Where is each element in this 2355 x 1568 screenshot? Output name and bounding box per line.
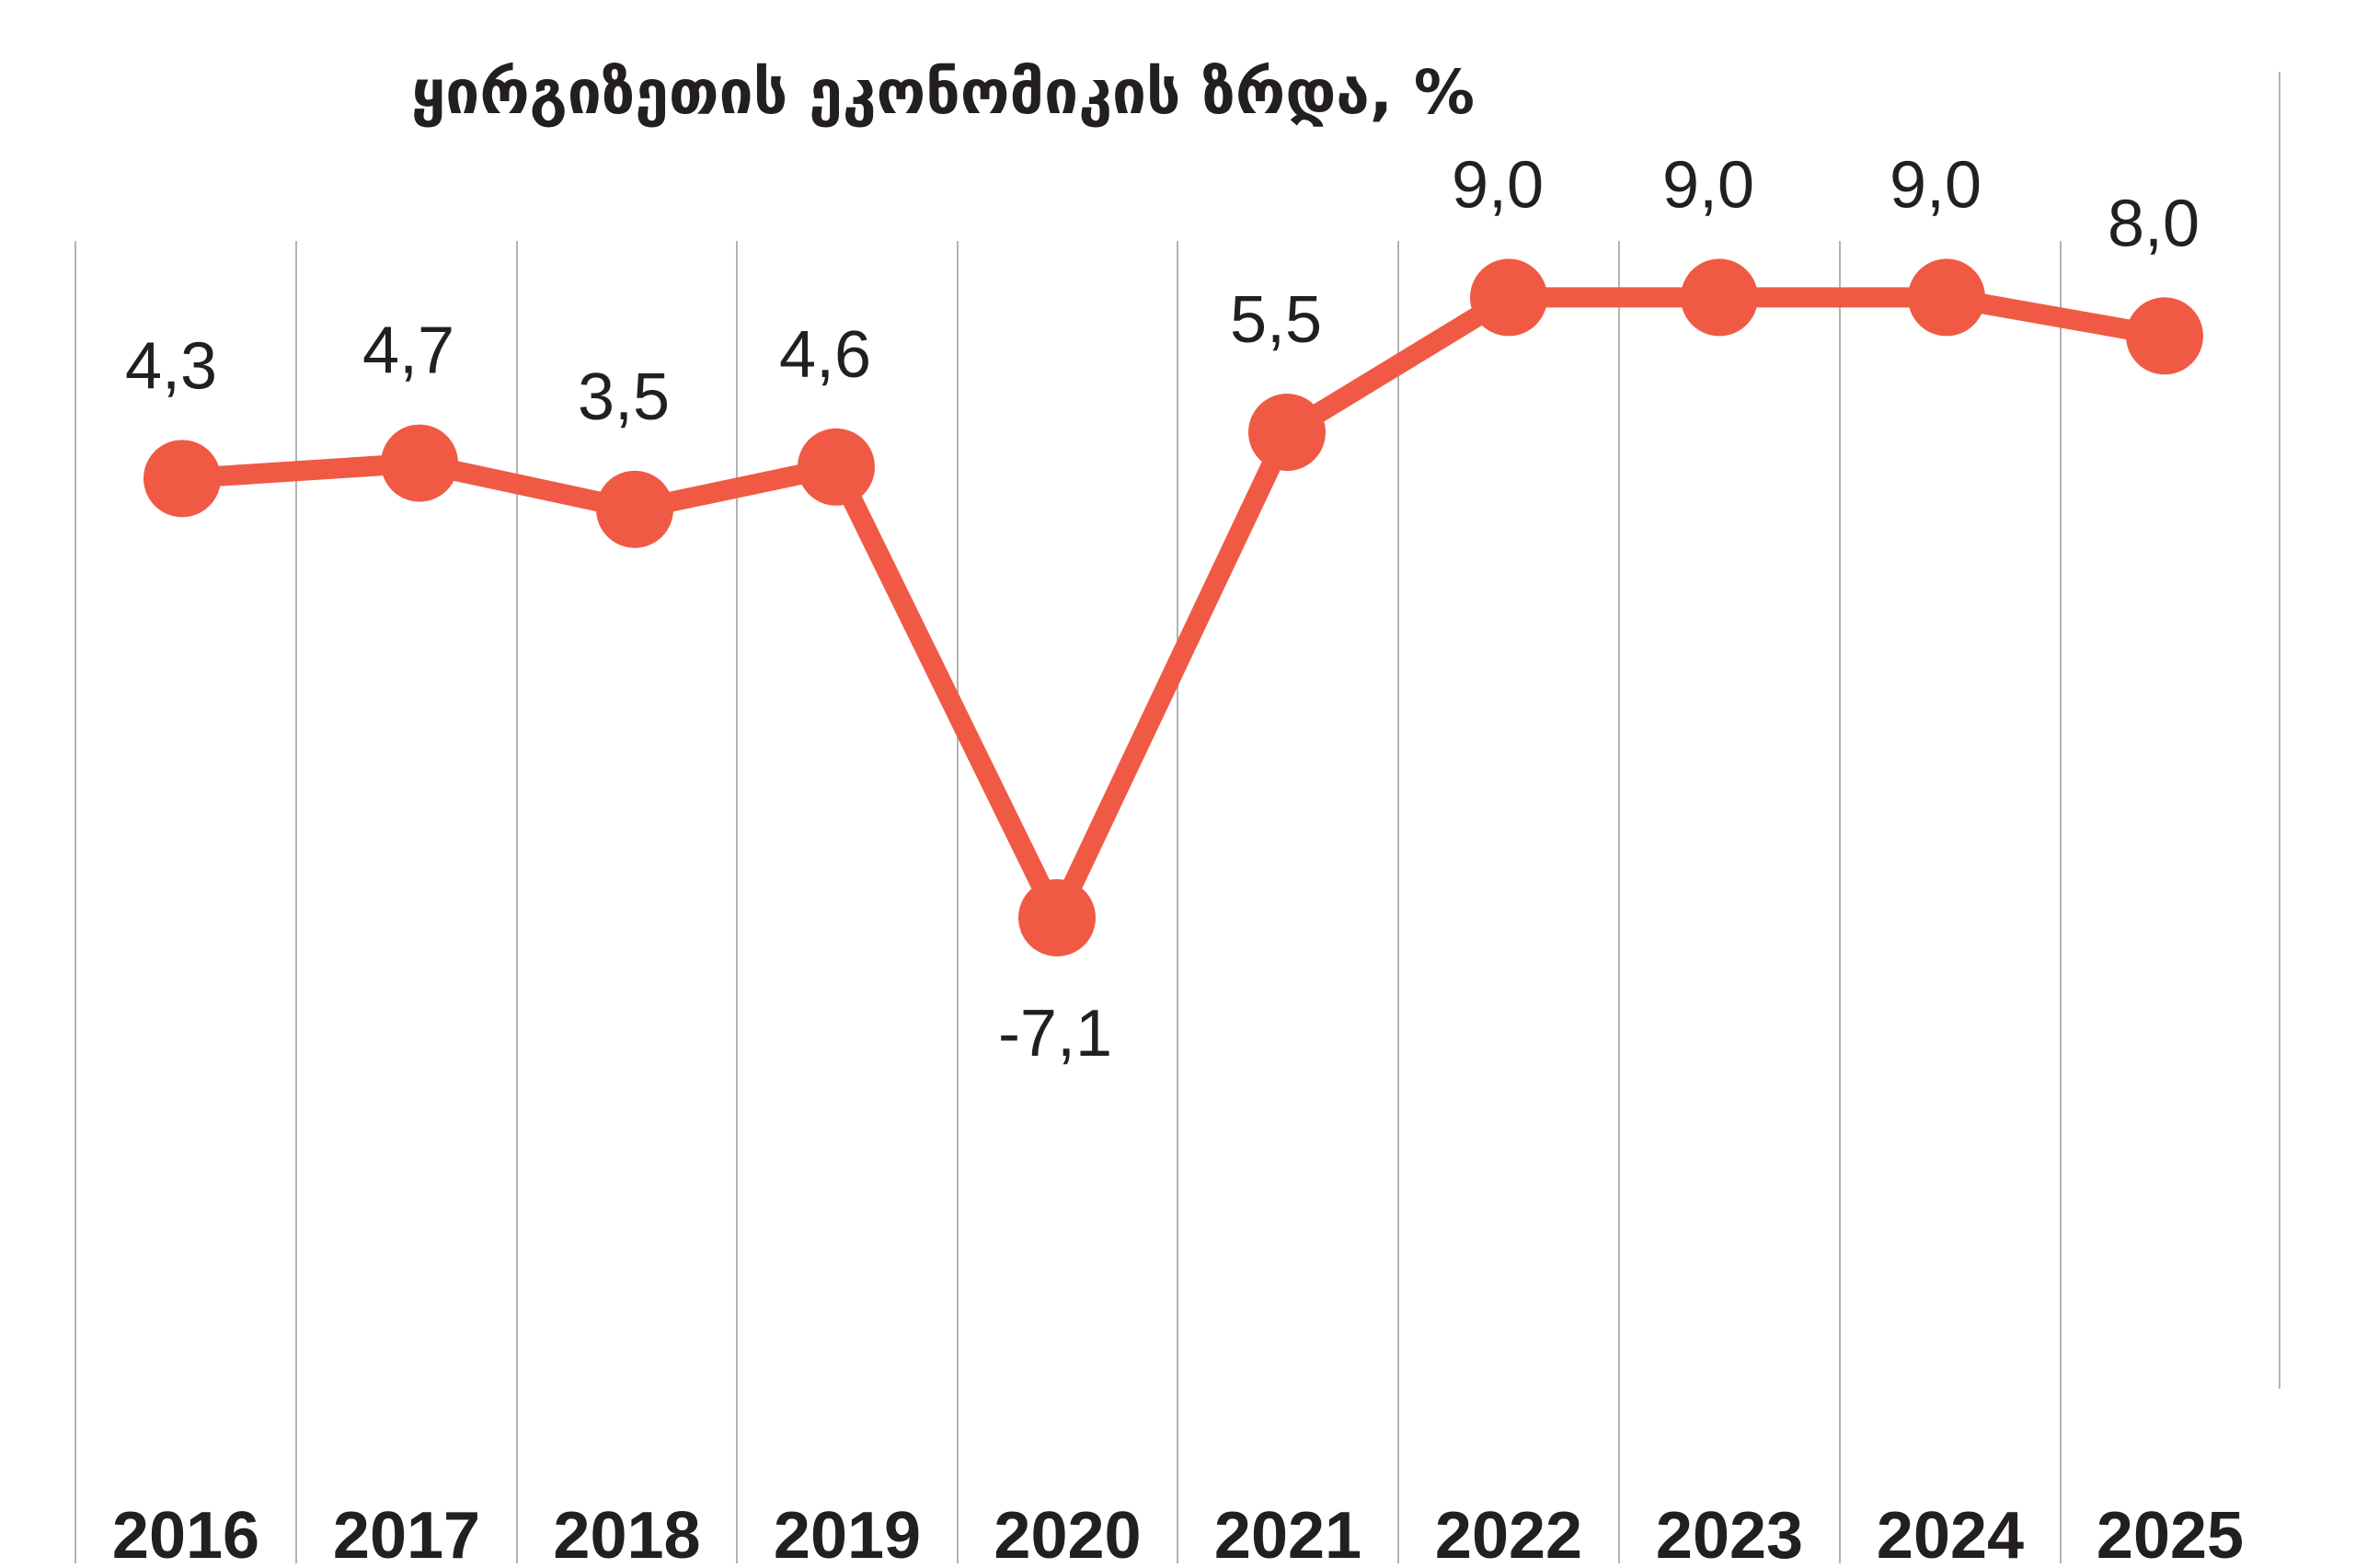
x-tick-label-2019: 2019 [774, 1499, 921, 1568]
data-label-2022: 9,0 [1452, 148, 1544, 222]
data-point-2017 [381, 424, 458, 502]
data-point-2025 [2126, 297, 2203, 375]
data-label-2017: 4,7 [362, 315, 454, 388]
data-labels: 4,3 4,7 3,5 4,6 -7,1 5,5 9,0 9,0 9,0 8,0 [125, 148, 2200, 1070]
x-tick-label-2017: 2017 [333, 1499, 480, 1568]
data-label-2016: 4,3 [125, 329, 217, 403]
x-tick-label-2023: 2023 [1656, 1499, 1803, 1568]
chart-title: ყირგიზეთის ეკონომიკის ზრდა, % [410, 57, 1476, 128]
data-point-2023 [1681, 258, 1758, 337]
data-point-2018 [596, 470, 673, 548]
x-tick-label-2016: 2016 [112, 1499, 259, 1568]
data-label-2020: -7,1 [998, 997, 1112, 1070]
series-line [181, 287, 2166, 942]
x-tick-label-2018: 2018 [553, 1499, 700, 1568]
data-point-2016 [144, 440, 221, 518]
x-tick-label-2025: 2025 [2097, 1499, 2244, 1568]
series-line-layer [181, 287, 2166, 942]
markers [144, 258, 2203, 956]
data-point-2021 [1248, 394, 1326, 472]
data-point-2022 [1470, 258, 1547, 337]
grid-lines [75, 72, 2280, 1563]
x-tick-label-2024: 2024 [1877, 1499, 2024, 1568]
data-label-2025: 8,0 [2108, 187, 2200, 260]
data-point-2024 [1908, 258, 1985, 337]
data-label-2024: 9,0 [1890, 148, 1982, 222]
x-tick-label-2021: 2021 [1214, 1499, 1361, 1568]
data-label-2019: 4,6 [779, 318, 871, 392]
x-axis-ticks: 2016 2017 2018 2019 2020 2021 2022 2023 2024 2025 [112, 1499, 2244, 1568]
x-tick-label-2020: 2020 [994, 1499, 1141, 1568]
data-point-2019 [798, 428, 875, 506]
data-label-2023: 9,0 [1662, 148, 1754, 222]
data-label-2018: 3,5 [578, 361, 670, 434]
x-tick-label-2022: 2022 [1435, 1499, 1582, 1568]
data-point-2020 [1018, 878, 1096, 956]
data-label-2021: 5,5 [1230, 283, 1322, 357]
